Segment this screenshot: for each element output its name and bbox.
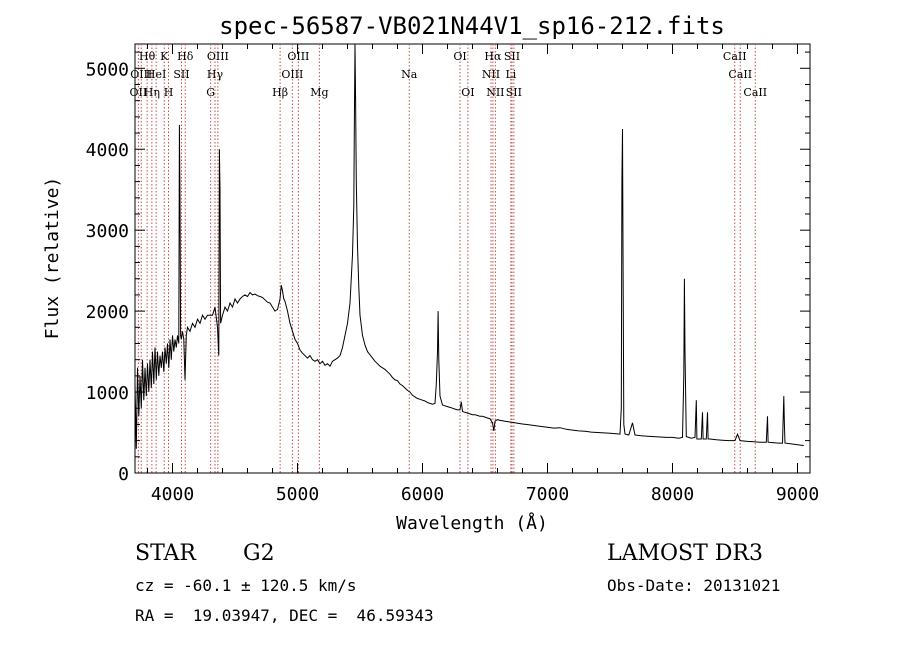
x-tick-label-1: 5000	[276, 484, 319, 505]
line-marker-label-0: OII	[130, 86, 148, 99]
line-marker-label-12: Hβ	[272, 86, 288, 99]
line-marker-label-17: OI	[453, 50, 466, 63]
line-marker-label-18: OI	[461, 86, 474, 99]
x-axis-ticks: 4000 5000 6000 7000 8000 9000	[147, 44, 819, 505]
x-tick-label-3: 7000	[526, 484, 569, 505]
line-marker-label-11: OIII	[207, 50, 229, 63]
line-marker-label-23: Li	[505, 68, 516, 81]
x-tick-label-4: 8000	[651, 484, 694, 505]
x-axis-label: Wavelength (Å)	[396, 512, 548, 534]
line-marker-label-13: OIII	[281, 68, 303, 81]
x-tick-label-2: 6000	[401, 484, 444, 505]
line-marker-label-1: OIII	[130, 68, 152, 81]
line-marker-label-22: SII	[504, 50, 520, 63]
x-tick-label-5: 9000	[776, 484, 819, 505]
y-axis-label: Flux (relative)	[42, 177, 63, 340]
line-marker-label-21: NII	[486, 86, 504, 99]
line-marker-label-16: Na	[401, 68, 418, 81]
x-tick-label-0: 4000	[151, 484, 194, 505]
line-marker-label-14: OIII	[287, 50, 309, 63]
object-subclass: G2	[243, 541, 275, 566]
y-tick-label-4: 4000	[86, 140, 129, 161]
object-class: STAR	[135, 541, 196, 566]
spectral-line-labels: OII OIII Hθ Hη HeI K H SII Hδ G Hγ OIII Hβ OIII OIII Mg…	[130, 50, 768, 99]
y-tick-label-1: 1000	[86, 383, 129, 404]
line-marker-label-5: K	[160, 50, 169, 63]
sky-coordinates: RA = 19.03947, DEC = 46.59343	[135, 606, 434, 625]
line-marker-label-9: G	[206, 86, 215, 99]
line-marker-label-19: NII	[482, 68, 500, 81]
y-tick-label-2: 2000	[86, 302, 129, 323]
y-tick-label-5: 5000	[86, 59, 129, 80]
y-tick-label-0: 0	[118, 464, 129, 485]
line-marker-label-6: H	[164, 86, 174, 99]
survey-name: LAMOST DR3	[607, 541, 763, 566]
line-marker-label-26: CaII	[728, 68, 752, 81]
line-marker-label-10: Hγ	[207, 68, 224, 81]
y-tick-label-3: 3000	[86, 221, 129, 242]
line-marker-label-20: Hα	[484, 50, 502, 63]
flux-series-line	[134, 43, 804, 449]
line-marker-label-7: SII	[173, 68, 189, 81]
chart-title: spec-56587-VB021N44V1_sp16-212.fits	[219, 12, 725, 40]
line-marker-label-4: HeI	[146, 68, 166, 81]
line-marker-label-15: Mg	[310, 86, 328, 99]
line-marker-label-3: Hη	[144, 86, 160, 99]
observation-date: Obs-Date: 20131021	[607, 576, 781, 595]
plot-frame	[134, 43, 811, 474]
spectral-line-markers	[137, 44, 756, 473]
y-axis-ticks: 0 1000 2000 3000 4000 5000	[86, 51, 810, 485]
line-marker-label-8: Hδ	[177, 50, 194, 63]
line-marker-label-27: CaII	[743, 86, 767, 99]
redshift-cz: cz = -60.1 ± 120.5 km/s	[135, 576, 357, 595]
line-marker-label-2: Hθ	[139, 50, 156, 63]
line-marker-label-25: CaII	[723, 50, 747, 63]
line-marker-label-24: SII	[506, 86, 522, 99]
